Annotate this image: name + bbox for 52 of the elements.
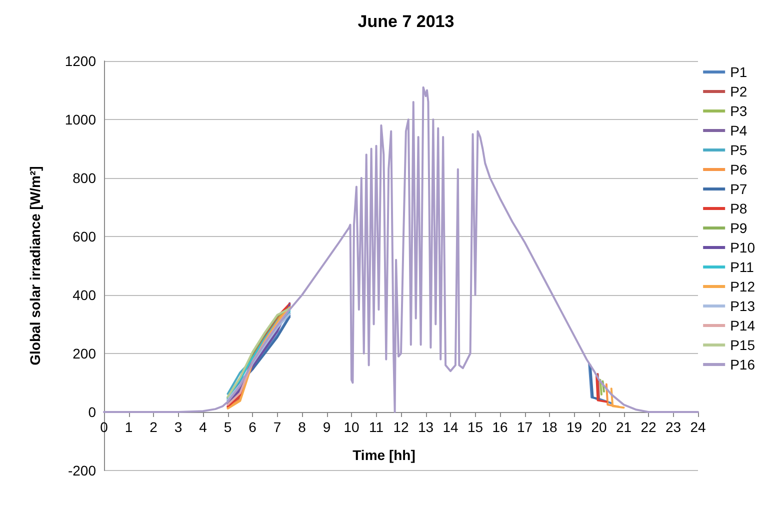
x-tick-label: 14 <box>442 419 458 435</box>
y-tick-label: 200 <box>72 346 96 362</box>
legend-label: P8 <box>730 200 748 216</box>
x-tick-label: 12 <box>393 419 409 435</box>
chart-title: June 7 2013 <box>358 12 454 31</box>
legend-label: P13 <box>730 298 756 314</box>
y-tick-label: -200 <box>68 462 96 478</box>
x-tick-label: 24 <box>690 419 706 435</box>
legend-label: P7 <box>730 181 748 197</box>
y-tick-label: 400 <box>72 287 96 303</box>
legend-label: P2 <box>730 84 748 100</box>
legend-label: P10 <box>730 240 756 256</box>
legend-label: P15 <box>730 337 756 353</box>
x-tick-label: 11 <box>368 419 384 435</box>
legend-label: P14 <box>730 318 756 334</box>
x-axis-title: Time [hh] <box>352 447 416 463</box>
x-tick-label: 4 <box>199 419 208 435</box>
legend-label: P3 <box>730 103 748 119</box>
y-axis-title: Global solar irradiance [W/m²] <box>27 166 43 366</box>
legend-label: P1 <box>730 64 748 80</box>
x-tick-label: 15 <box>467 419 484 435</box>
x-tick-label: 6 <box>248 419 257 435</box>
legend-label: P5 <box>730 142 748 158</box>
x-tick-label: 17 <box>516 419 533 435</box>
x-tick-label: 8 <box>298 419 306 435</box>
legend-label: P6 <box>730 162 748 178</box>
x-tick-label: 0 <box>100 419 108 435</box>
x-tick-label: 5 <box>224 419 232 435</box>
legend-label: P16 <box>730 356 756 372</box>
legend-label: P9 <box>730 220 748 236</box>
x-tick-label: 1 <box>124 419 133 435</box>
x-tick-label: 22 <box>640 419 656 435</box>
x-tick-label: 18 <box>542 419 558 435</box>
y-tick-label: 600 <box>72 228 96 244</box>
x-tick-label: 9 <box>322 419 331 435</box>
x-tick-label: 2 <box>150 419 158 435</box>
x-tick-label: 10 <box>344 419 360 435</box>
x-tick-label: 19 <box>566 419 582 435</box>
legend-label: P4 <box>730 122 748 138</box>
x-tick-label: 20 <box>591 419 607 435</box>
x-tick-label: 3 <box>174 419 182 435</box>
y-tick-label: 1000 <box>64 112 96 128</box>
legend-label: P12 <box>730 278 756 294</box>
x-tick-label: 16 <box>492 419 508 435</box>
y-tick-label: 800 <box>72 170 96 186</box>
x-tick-label: 21 <box>616 419 632 435</box>
legend-label: P11 <box>730 259 754 275</box>
x-tick-label: 13 <box>418 419 434 435</box>
y-tick-label: 1200 <box>64 53 96 69</box>
y-tick-label: 0 <box>88 404 96 420</box>
x-tick-label: 7 <box>273 419 282 435</box>
x-tick-label: 23 <box>665 419 682 435</box>
